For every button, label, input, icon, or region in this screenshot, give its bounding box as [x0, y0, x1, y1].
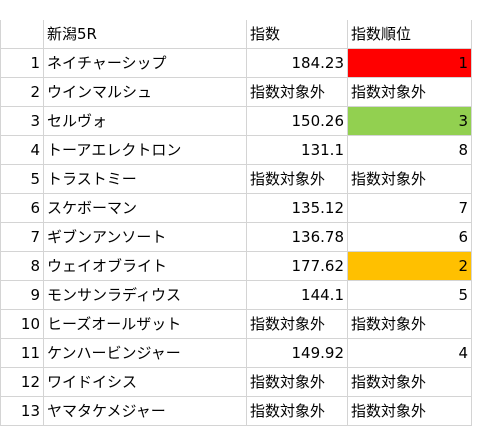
table-row: 4 トーアエレクトロン 131.1 8	[0, 135, 472, 165]
header-rank-cell[interactable]: 指数順位	[347, 20, 472, 49]
table-row: 7 ギブンアンソート 136.78 6	[0, 222, 472, 252]
row-number[interactable]: 9	[0, 280, 44, 310]
header-rownum-cell[interactable]	[0, 20, 44, 49]
horse-name-cell[interactable]: スケボーマン	[43, 193, 247, 223]
row-number[interactable]: 8	[0, 251, 44, 281]
row-number[interactable]: 2	[0, 77, 44, 107]
horse-name-cell[interactable]: トーアエレクトロン	[43, 135, 247, 165]
horse-name-cell[interactable]: ネイチャーシップ	[43, 48, 247, 78]
table-row: 2 ウインマルシュ 指数対象外 指数対象外	[0, 77, 472, 107]
horse-name-cell[interactable]: ウェイオブライト	[43, 251, 247, 281]
index-cell[interactable]: 136.78	[246, 222, 348, 252]
index-cell[interactable]: 135.12	[246, 193, 348, 223]
index-cell[interactable]: 指数対象外	[246, 396, 348, 426]
table-row: 10 ヒーズオールザット 指数対象外 指数対象外	[0, 309, 472, 339]
data-grid: 新潟5R 指数 指数順位 1 ネイチャーシップ 184.23 1 2 ウインマルシュ 指数対…	[0, 20, 472, 426]
horse-name-cell[interactable]: セルヴォ	[43, 106, 247, 136]
rank-cell[interactable]: 3	[347, 106, 472, 136]
horse-name-cell[interactable]: ワイドイシス	[43, 367, 247, 397]
rank-cell[interactable]: 指数対象外	[347, 164, 472, 194]
horse-name-cell[interactable]: ヤマタケメジャー	[43, 396, 247, 426]
row-number[interactable]: 7	[0, 222, 44, 252]
index-cell[interactable]: 177.62	[246, 251, 348, 281]
horse-name-cell[interactable]: ウインマルシュ	[43, 77, 247, 107]
table-row: 11 ケンハービンジャー 149.92 4	[0, 338, 472, 368]
table-row: 6 スケボーマン 135.12 7	[0, 193, 472, 223]
table-row: 5 トラストミー 指数対象外 指数対象外	[0, 164, 472, 194]
horse-name-cell[interactable]: ヒーズオールザット	[43, 309, 247, 339]
index-cell[interactable]: 指数対象外	[246, 164, 348, 194]
row-number[interactable]: 3	[0, 106, 44, 136]
horse-name-cell[interactable]: モンサンラディウス	[43, 280, 247, 310]
rank-cell[interactable]: 指数対象外	[347, 396, 472, 426]
row-number[interactable]: 13	[0, 396, 44, 426]
row-number[interactable]: 5	[0, 164, 44, 194]
header-index-cell[interactable]: 指数	[246, 20, 348, 49]
index-cell[interactable]: 150.26	[246, 106, 348, 136]
rank-cell[interactable]: 1	[347, 48, 472, 78]
rank-cell[interactable]: 4	[347, 338, 472, 368]
table-row: 1 ネイチャーシップ 184.23 1	[0, 48, 472, 78]
row-number[interactable]: 1	[0, 48, 44, 78]
rank-cell[interactable]: 2	[347, 251, 472, 281]
rank-cell[interactable]: 指数対象外	[347, 367, 472, 397]
table-row: 13 ヤマタケメジャー 指数対象外 指数対象外	[0, 396, 472, 426]
table-row: 9 モンサンラディウス 144.1 5	[0, 280, 472, 310]
index-cell[interactable]: 149.92	[246, 338, 348, 368]
rank-cell[interactable]: 6	[347, 222, 472, 252]
index-cell[interactable]: 144.1	[246, 280, 348, 310]
row-number[interactable]: 12	[0, 367, 44, 397]
table-row: 3 セルヴォ 150.26 3	[0, 106, 472, 136]
index-cell[interactable]: 184.23	[246, 48, 348, 78]
rank-cell[interactable]: 5	[347, 280, 472, 310]
index-cell[interactable]: 指数対象外	[246, 309, 348, 339]
row-number[interactable]: 6	[0, 193, 44, 223]
index-cell[interactable]: 131.1	[246, 135, 348, 165]
rank-cell[interactable]: 指数対象外	[347, 77, 472, 107]
row-number[interactable]: 10	[0, 309, 44, 339]
index-cell[interactable]: 指数対象外	[246, 367, 348, 397]
header-row: 新潟5R 指数 指数順位	[0, 20, 472, 49]
index-cell[interactable]: 指数対象外	[246, 77, 348, 107]
horse-name-cell[interactable]: ギブンアンソート	[43, 222, 247, 252]
table-row: 8 ウェイオブライト 177.62 2	[0, 251, 472, 281]
header-race-cell[interactable]: 新潟5R	[43, 20, 247, 49]
rank-cell[interactable]: 8	[347, 135, 472, 165]
rank-cell[interactable]: 7	[347, 193, 472, 223]
table-row: 12 ワイドイシス 指数対象外 指数対象外	[0, 367, 472, 397]
horse-name-cell[interactable]: ケンハービンジャー	[43, 338, 247, 368]
row-number[interactable]: 4	[0, 135, 44, 165]
horse-name-cell[interactable]: トラストミー	[43, 164, 247, 194]
row-number[interactable]: 11	[0, 338, 44, 368]
rank-cell[interactable]: 指数対象外	[347, 309, 472, 339]
